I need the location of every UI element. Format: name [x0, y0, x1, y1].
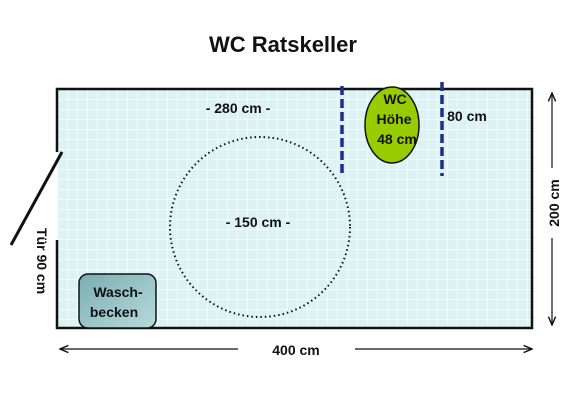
diagram-title: WC Ratskeller	[209, 32, 357, 57]
wash-basin	[78, 273, 157, 329]
wc-space-label: 80 cm	[447, 108, 487, 124]
wash-basin-label-line1: Wasch-	[93, 284, 143, 300]
door-leaf	[9, 151, 64, 246]
room-walls	[55, 87, 534, 330]
wc-label-line3: 48 cm	[377, 131, 417, 147]
height-dimension-label: 200 cm	[546, 179, 562, 226]
wash-basin-label-line2: becken	[90, 304, 138, 320]
wc-toilet	[364, 86, 420, 164]
top-dimension-label: - 280 cm -	[206, 100, 271, 116]
turning-circle	[169, 136, 351, 318]
width-dimension-label: 400 cm	[272, 342, 319, 358]
turning-circle-label: - 150 cm -	[226, 214, 291, 230]
wc-label-line2: Höhe	[377, 111, 412, 127]
wc-label-line1: WC	[383, 91, 406, 107]
door-label: Tür 90 cm	[34, 228, 50, 294]
